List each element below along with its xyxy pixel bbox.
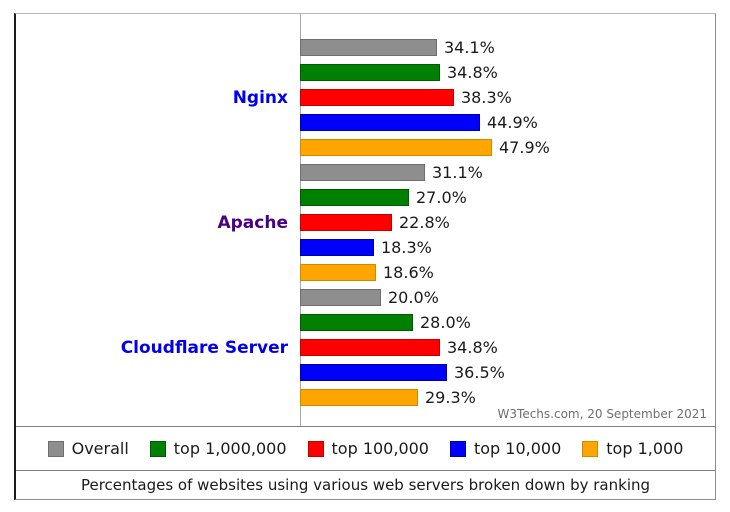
bar-value-label: 28.0% bbox=[420, 313, 471, 332]
bar-value-label: 44.9% bbox=[487, 113, 538, 132]
category-label-nginx[interactable]: Nginx bbox=[232, 88, 288, 108]
bar-apache-4 bbox=[300, 239, 374, 256]
plot-area: Nginx 34.1% 34.8% 38.3% 44.9% 47.9% Apache 31.1… bbox=[16, 14, 715, 427]
bar-apache-1 bbox=[300, 164, 425, 181]
legend-swatch-icon bbox=[149, 440, 166, 457]
chart-figure: Nginx 34.1% 34.8% 38.3% 44.9% 47.9% Apache 31.1… bbox=[14, 13, 716, 500]
bar-apache-3 bbox=[300, 214, 392, 231]
bar-cloudflare-server-1 bbox=[300, 289, 381, 306]
bar-nginx-5 bbox=[300, 139, 492, 156]
legend-label: top 100,000 bbox=[331, 439, 429, 458]
caption-bar: Percentages of websites using various we… bbox=[16, 471, 715, 499]
legend-swatch-icon bbox=[307, 440, 324, 457]
legend-item-top-10-000: top 10,000 bbox=[449, 439, 562, 458]
caption-text: Percentages of websites using various we… bbox=[80, 476, 651, 494]
bar-value-label: 34.8% bbox=[447, 63, 498, 82]
bar-value-label: 34.8% bbox=[447, 338, 498, 357]
legend: Overall top 1,000,000 top 100,000 top 10,00… bbox=[16, 427, 715, 471]
bar-value-label: 31.1% bbox=[432, 163, 483, 182]
bar-cloudflare-server-4 bbox=[300, 364, 447, 381]
bar-apache-2 bbox=[300, 189, 409, 206]
legend-label: top 1,000,000 bbox=[173, 439, 287, 458]
bar-value-label: 18.3% bbox=[381, 238, 432, 257]
bar-value-label: 20.0% bbox=[388, 288, 439, 307]
bar-value-label: 22.8% bbox=[399, 213, 450, 232]
bar-value-label: 18.6% bbox=[383, 263, 434, 282]
bar-nginx-3 bbox=[300, 89, 454, 106]
bar-value-label: 38.3% bbox=[461, 88, 512, 107]
attribution-text: W3Techs.com, 20 September 2021 bbox=[497, 407, 707, 421]
legend-item-top-1-000: top 1,000 bbox=[582, 439, 683, 458]
bar-value-label: 36.5% bbox=[454, 363, 505, 382]
legend-swatch-icon bbox=[47, 440, 64, 457]
legend-swatch-icon bbox=[449, 440, 466, 457]
bar-cloudflare-server-5 bbox=[300, 389, 418, 406]
bar-cloudflare-server-2 bbox=[300, 314, 413, 331]
bar-nginx-1 bbox=[300, 39, 437, 56]
bar-apache-5 bbox=[300, 264, 376, 281]
bar-value-label: 34.1% bbox=[444, 38, 495, 57]
bar-value-label: 27.0% bbox=[416, 188, 467, 207]
legend-swatch-icon bbox=[582, 440, 599, 457]
legend-label: Overall bbox=[71, 439, 129, 458]
bar-value-label: 29.3% bbox=[425, 388, 476, 407]
legend-label: top 1,000 bbox=[606, 439, 684, 458]
legend-item-top-100-000: top 100,000 bbox=[307, 439, 429, 458]
legend-item-overall: Overall bbox=[47, 439, 129, 458]
legend-item-top-1-000-000: top 1,000,000 bbox=[149, 439, 287, 458]
bar-nginx-2 bbox=[300, 64, 440, 81]
bar-nginx-4 bbox=[300, 114, 480, 131]
bar-value-label: 47.9% bbox=[499, 138, 550, 157]
legend-label: top 10,000 bbox=[473, 439, 562, 458]
bar-cloudflare-server-3 bbox=[300, 339, 440, 356]
category-label-apache[interactable]: Apache bbox=[217, 213, 288, 233]
category-label-cloudflare-server[interactable]: Cloudflare Server bbox=[120, 338, 288, 358]
